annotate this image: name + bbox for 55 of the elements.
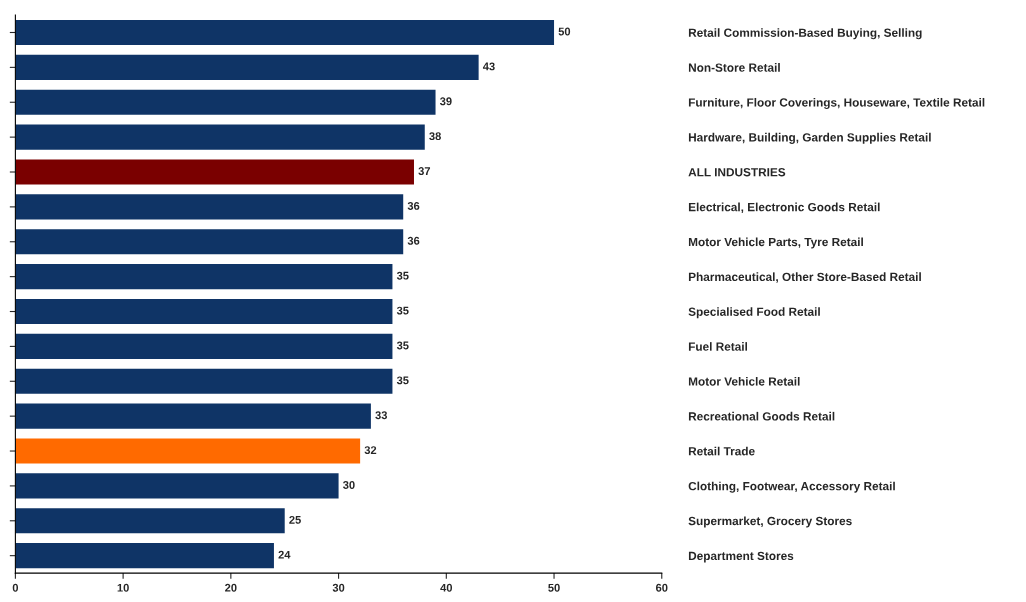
data-label: 43 [482,62,495,71]
bar [15,508,285,534]
bar [15,403,371,429]
data-label: 35 [396,376,409,385]
bar [15,368,393,394]
bar [15,229,404,255]
y-tick-label: Specialised Food Retail [688,307,820,319]
data-label: 32 [364,446,377,455]
y-tick-label: Department Stores [688,551,794,563]
data-label: 35 [396,341,409,350]
data-label: 25 [289,515,301,524]
y-tick-label: Hardware, Building, Garden Supplies Retail [688,132,931,144]
data-label: 35 [396,306,409,315]
data-label: 39 [439,97,452,106]
bar [15,124,425,150]
y-tick-label: Electrical, Electronic Goods Retail [688,202,880,213]
bar [15,89,436,115]
bar [15,543,274,569]
data-label: 33 [375,411,388,420]
y-tick-label: Supermarket, Grocery Stores [688,516,852,528]
bar [15,54,479,80]
x-tick-label: 50 [548,583,560,592]
y-tick-label: Furniture, Floor Coverings, Houseware, Textile Retail [688,97,985,110]
y-tick-label: Non-Store Retail [688,63,780,72]
y-tick-label: Motor Vehicle Retail [688,377,800,386]
bar [15,473,339,499]
x-tick-label: 20 [225,583,237,592]
y-tick-label: Retail Commission-Based Buying, Selling [688,28,922,40]
x-tick-label: 10 [117,583,129,592]
bar [15,19,555,46]
data-label: 38 [429,132,441,141]
x-tick-label: 0 [12,583,19,592]
y-tick-label: Motor Vehicle Parts, Tyre Retail [688,237,863,249]
y-tick-label: Fuel Retail [688,342,748,351]
data-label: 30 [343,481,355,489]
y-tick-label: ALL INDUSTRIES [688,168,786,177]
x-tick-label: 40 [440,583,453,592]
data-label: 36 [407,236,420,245]
bar [15,194,404,220]
y-tick-label: Clothing, Footwear, Accessory Retail [688,481,895,493]
y-tick-label: Retail Trade [688,446,755,456]
bar [15,438,361,464]
bar [15,298,393,325]
bar [15,264,393,290]
bar [15,333,393,359]
bar [15,159,414,185]
y-tick-label: Pharmaceutical, Other Store-Based Retail [688,272,921,283]
x-tick-label: 60 [656,583,668,592]
data-label: 35 [396,271,409,280]
x-tick-label: 30 [332,583,345,592]
data-label: 50 [558,27,571,36]
data-label: 36 [407,202,420,210]
data-label: 37 [418,167,431,175]
y-tick-label: Recreational Goods Retail [688,411,835,421]
data-label: 24 [278,550,291,559]
